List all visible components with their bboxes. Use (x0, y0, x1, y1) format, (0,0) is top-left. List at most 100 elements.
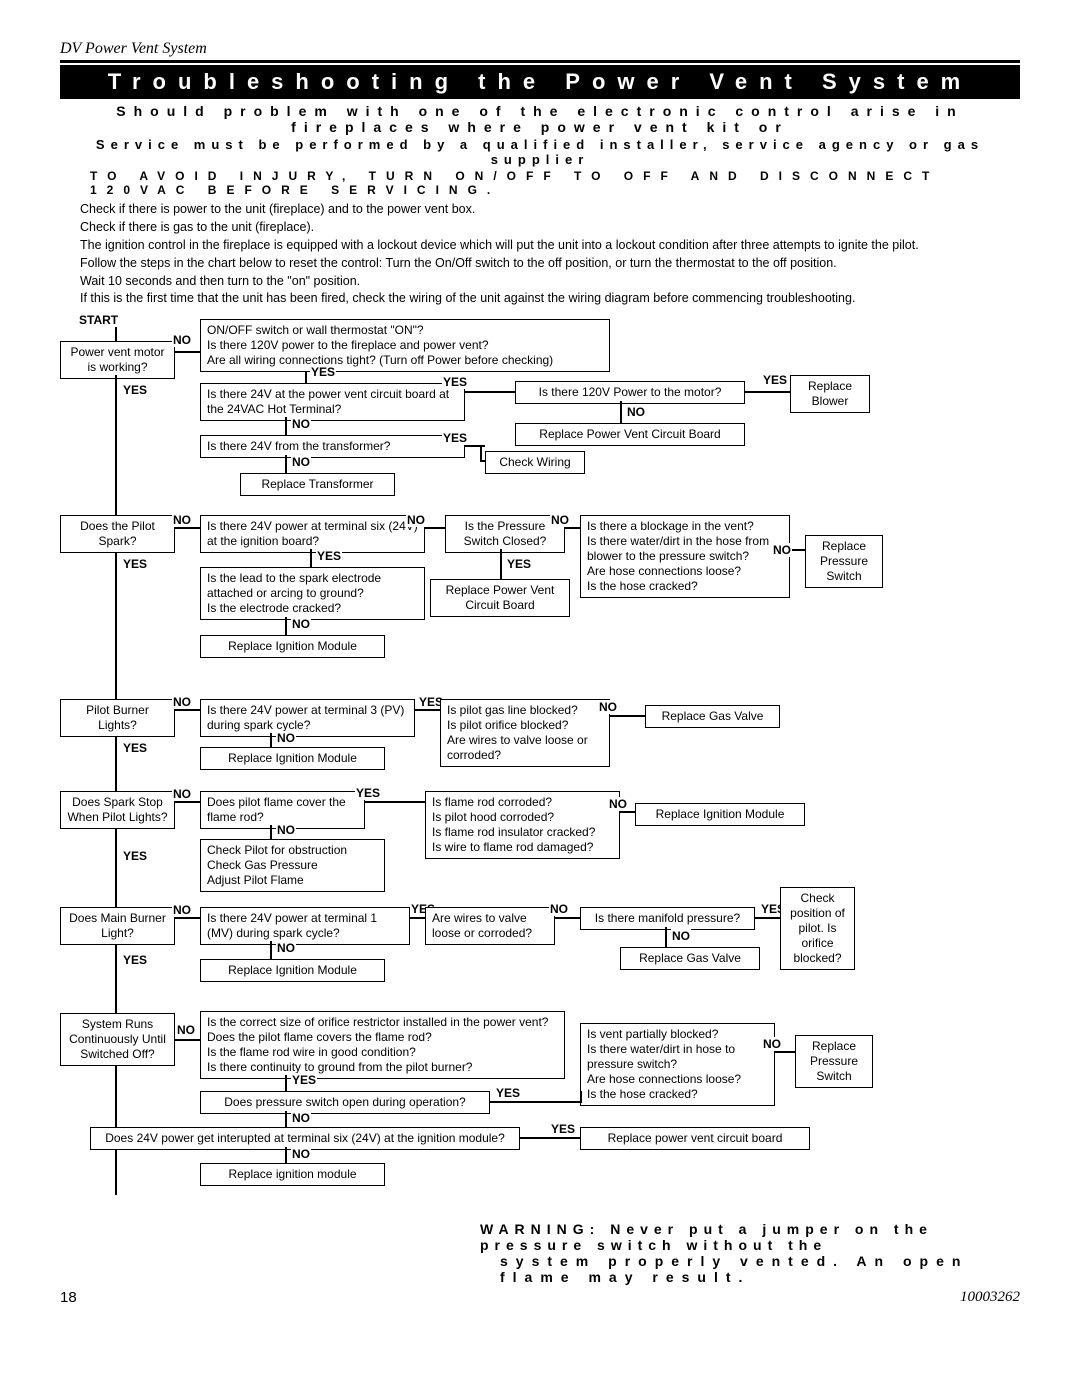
intro-line: If this is the first time that the unit … (80, 290, 1020, 307)
spine (115, 375, 117, 1195)
connector (580, 1091, 582, 1103)
connector (565, 527, 580, 529)
no-label: NO (291, 417, 311, 431)
box-check-wiring: Check Wiring (485, 451, 585, 474)
connector (410, 917, 425, 919)
footer: 18 10003262 (60, 1289, 1020, 1306)
connector (175, 801, 200, 803)
connector (285, 1075, 287, 1091)
no-label: NO (172, 695, 192, 709)
start-label: START (78, 313, 119, 327)
connector (425, 527, 445, 529)
no-label: NO (176, 1023, 196, 1037)
no-label: NO (172, 333, 192, 347)
box-replace-gas-valve2: Replace Gas Valve (620, 947, 760, 970)
box-replace-ign4: Replace Ignition Module (200, 959, 385, 982)
connector (465, 445, 485, 447)
box-flame-rod: Is flame rod corroded?Is pilot hood corr… (425, 791, 620, 859)
box-24v-t3: Is there 24V power at terminal 3 (PV) du… (200, 699, 415, 737)
box-120v-motor: Is there 120V Power to the motor? (515, 381, 745, 404)
connector (500, 549, 502, 579)
warning-line1: WARNING: Never put a jumper on the press… (480, 1221, 1020, 1253)
page-number: 18 (60, 1289, 77, 1306)
connector (175, 917, 200, 919)
connector (270, 825, 272, 839)
box-check-pilot: Check Pilot for obstructionCheck Gas Pre… (200, 839, 385, 892)
no-label: NO (671, 929, 691, 943)
box-replace-ign1: Replace Ignition Module (200, 635, 385, 658)
no-label: NO (172, 513, 192, 527)
title-bar: Troubleshooting the Power Vent System (60, 65, 1020, 99)
box-replace-blower: Replace Blower (790, 375, 870, 413)
doc-number: 10003262 (960, 1289, 1020, 1306)
no-label: NO (172, 787, 192, 801)
intro-line: Follow the steps in the chart below to r… (80, 255, 1020, 272)
box-manifold: Is there manifold pressure? (580, 907, 755, 930)
no-label: NO (276, 941, 296, 955)
no-label: NO (406, 513, 426, 527)
intro-line: Check if there is power to the unit (fir… (80, 201, 1020, 218)
box-replace-press-sw2: Replace Pressure Switch (795, 1035, 873, 1088)
yes-label: YES (442, 375, 468, 389)
box-pilot-spark: Does the Pilot Spark? (60, 515, 175, 553)
warning-line2: system properly vented. An open flame ma… (500, 1253, 1020, 1285)
box-sys-cont: System Runs Continuously Until Switched … (60, 1013, 175, 1066)
no-label: NO (762, 1037, 782, 1051)
box-orifice: Is the correct size of orifice restricto… (200, 1011, 565, 1079)
box-replace-pvboard3: Replace power vent circuit board (580, 1127, 810, 1150)
no-label: NO (772, 543, 792, 557)
box-press-open: Does pressure switch open during operati… (200, 1091, 490, 1114)
connector (270, 733, 272, 747)
no-label: NO (276, 731, 296, 745)
intro-line: Wait 10 seconds and then turn to the "on… (80, 273, 1020, 290)
yes-label: YES (122, 953, 148, 967)
box-replace-ign3: Replace Ignition Module (635, 803, 805, 826)
box-check-pos: Check position of pilot. Is orifice bloc… (780, 887, 855, 970)
connector (175, 351, 200, 353)
yes-label: YES (762, 373, 788, 387)
intro-line: The ignition control in the fireplace is… (80, 237, 1020, 254)
connector (775, 1051, 795, 1053)
connector (755, 917, 780, 919)
connector (270, 941, 272, 959)
connector (620, 401, 622, 423)
connector (285, 455, 287, 473)
yes-label: YES (122, 557, 148, 571)
box-wires-valve: Are wires to valve loose or corroded? (425, 907, 555, 945)
box-pressure-sw: Is the Pressure Switch Closed? (445, 515, 565, 553)
box-replace-xfmr: Replace Transformer (240, 473, 395, 496)
connector (415, 709, 440, 711)
no-label: NO (549, 902, 569, 916)
yes-label: YES (495, 1086, 521, 1100)
connector (480, 460, 486, 462)
connector (480, 445, 482, 460)
connector (465, 391, 515, 393)
connector (490, 1101, 580, 1103)
yes-label: YES (550, 1122, 576, 1136)
no-label: NO (291, 1147, 311, 1161)
yes-label: YES (310, 365, 336, 379)
intro-line: Check if there is gas to the unit (firep… (80, 219, 1020, 236)
box-24v-t1: Is there 24V power at terminal 1 (MV) du… (200, 907, 410, 945)
connector (285, 1111, 287, 1127)
connector (285, 417, 287, 435)
yes-label: YES (291, 1073, 317, 1087)
box-replace-pvboard: Replace Power Vent Circuit Board (515, 423, 745, 446)
box-spark-lead: Is the lead to the spark electrode attac… (200, 567, 425, 620)
box-24v-t6: Is there 24V power at terminal six (24V)… (200, 515, 425, 553)
box-blockage: Is there a blockage in the vent?Is there… (580, 515, 790, 598)
no-label: NO (550, 513, 570, 527)
no-label: NO (608, 797, 628, 811)
box-replace-pvboard2: Replace Power Vent Circuit Board (430, 579, 570, 617)
connector (305, 371, 307, 383)
connector (620, 811, 635, 813)
yes-label: YES (122, 383, 148, 397)
yes-label: YES (122, 741, 148, 755)
box-replace-gas-valve: Replace Gas Valve (645, 705, 780, 728)
connector (285, 617, 287, 635)
no-label: NO (276, 823, 296, 837)
subtitle-2: Service must be performed by a qualified… (60, 137, 1020, 167)
connector (665, 927, 667, 947)
connector (520, 1137, 580, 1139)
no-label: NO (291, 617, 311, 631)
